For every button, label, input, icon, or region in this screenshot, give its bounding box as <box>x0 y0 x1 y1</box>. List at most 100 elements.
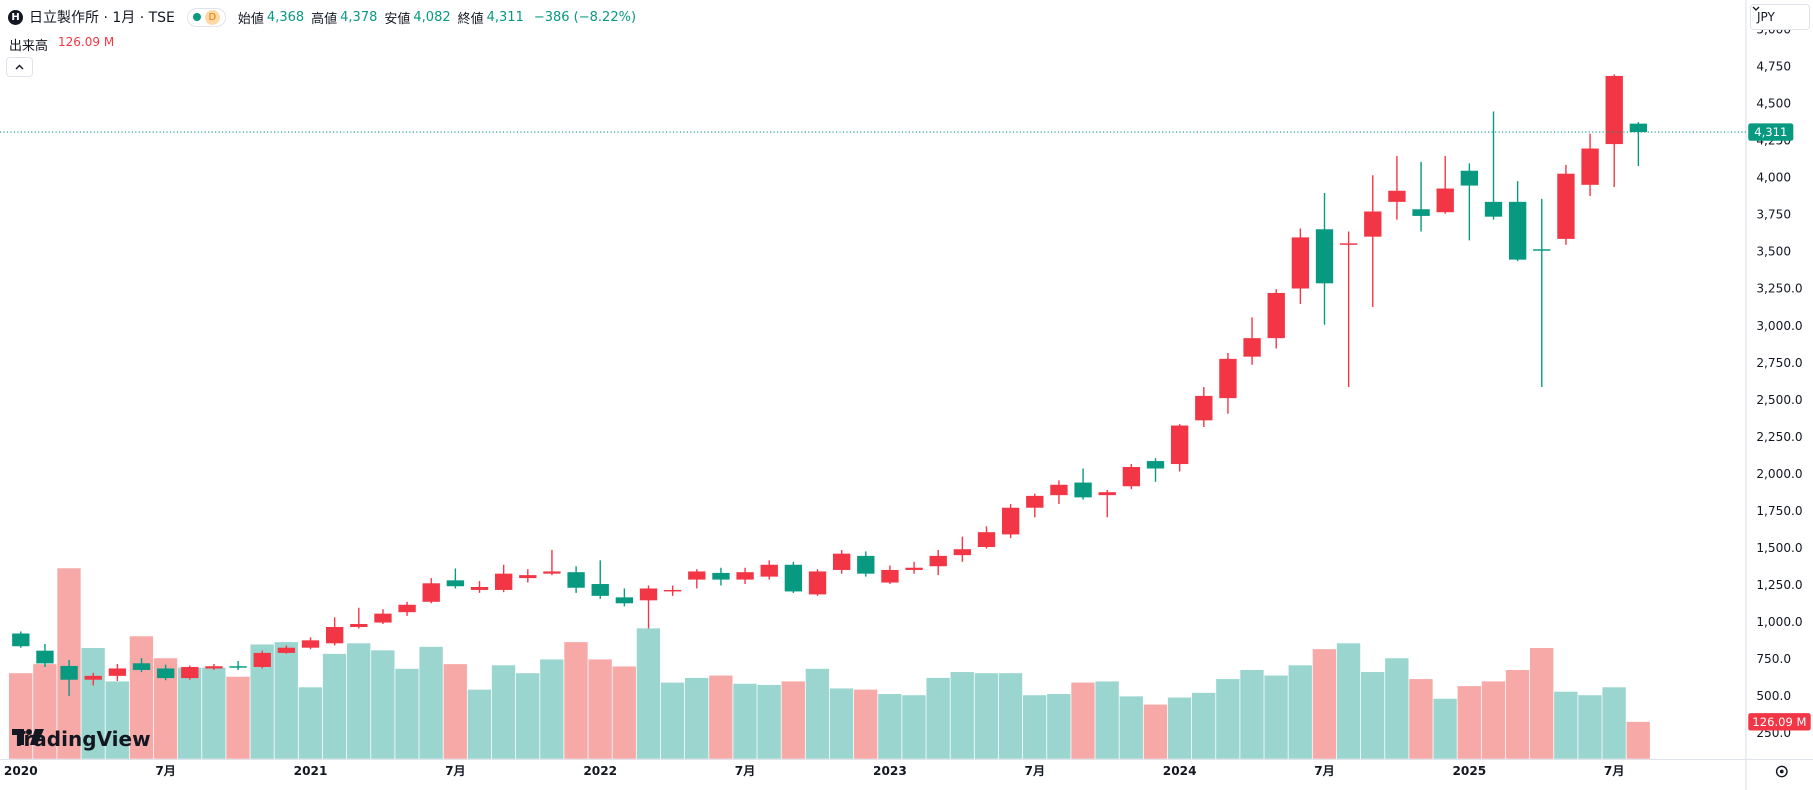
y-tick-label: 4,500 <box>1756 97 1791 111</box>
volume-tag-label: 126.09 M <box>1752 715 1806 729</box>
candle-body <box>905 567 923 570</box>
volume-bar <box>419 646 443 759</box>
candle-body <box>494 573 513 590</box>
volume-bar <box>781 681 805 759</box>
x-tick-label: 7月 <box>1314 764 1335 778</box>
ohlc-label: 終値 <box>457 11 484 27</box>
y-tick-label: 2,750.0 <box>1756 356 1802 370</box>
volume-bar <box>1264 675 1288 759</box>
candle-body <box>1243 338 1261 357</box>
volume-bar <box>1529 647 1554 759</box>
x-tick-label: 2024 <box>1163 764 1197 778</box>
candle-body <box>84 675 102 680</box>
volume-bar <box>1167 697 1192 759</box>
candle-body <box>736 572 754 580</box>
volume-bar <box>926 677 950 759</box>
volume-tag <box>1748 713 1811 731</box>
volume-bar <box>226 676 250 759</box>
volume-bar <box>902 695 926 759</box>
volume-bar <box>733 683 757 759</box>
candle-body <box>1122 467 1141 487</box>
candle-body <box>132 663 151 670</box>
candle-body <box>422 583 440 602</box>
candle-body <box>470 586 489 590</box>
y-tick-label: 1,000.0 <box>1756 615 1802 629</box>
volume-bar <box>250 644 274 759</box>
candle-body <box>350 624 368 627</box>
candle-body <box>60 665 78 680</box>
volume-bar <box>854 689 878 759</box>
candle-body <box>1605 75 1623 145</box>
volume-bar <box>1216 679 1240 759</box>
logo[interactable]: TradingView <box>12 727 151 751</box>
volume-bar <box>153 658 178 759</box>
ohlc-value: 4,368 <box>266 9 305 25</box>
candle-body <box>36 650 54 664</box>
candle-body <box>953 549 972 556</box>
settings-icon[interactable] <box>1775 765 1788 778</box>
candle-body <box>301 640 320 648</box>
volume-bar <box>443 664 467 759</box>
candle-body <box>1050 484 1068 496</box>
volume-bar <box>540 659 564 759</box>
candle-body <box>1557 173 1575 239</box>
candle-body <box>1315 229 1334 284</box>
volume-bar <box>1336 643 1361 759</box>
volume-bar <box>1409 679 1433 759</box>
y-tick-label: 2,250.0 <box>1756 430 1802 444</box>
candle-body <box>857 555 875 574</box>
candle-body <box>760 564 778 577</box>
volume-bar <box>274 642 298 759</box>
ohlc-label: 高値 <box>311 11 338 27</box>
volume-bar <box>1360 672 1385 759</box>
candle-body <box>1484 201 1503 217</box>
volume-bar <box>467 689 492 759</box>
volume-bar <box>1505 669 1530 759</box>
candle-body <box>156 668 175 679</box>
volume-bar <box>322 653 347 759</box>
ohlc-label: 始値 <box>237 11 264 27</box>
volume-bar <box>685 677 709 759</box>
x-tick-label: 7月 <box>735 764 756 778</box>
x-tick-label: 2021 <box>294 764 328 778</box>
candle-body <box>1581 148 1599 185</box>
x-tick-label: 2025 <box>1452 764 1486 778</box>
candle-body <box>929 555 947 567</box>
collapse-button[interactable] <box>6 57 33 77</box>
symbol-title[interactable]: 日立製作所 · 1月 · TSE <box>29 10 175 26</box>
volume-bar <box>1554 691 1578 759</box>
candle-body <box>1170 425 1189 465</box>
symbol-icon: H <box>8 9 23 25</box>
status[interactable]: D <box>186 7 226 27</box>
candle-body <box>1098 492 1116 496</box>
volume-bar <box>81 647 105 759</box>
volume-bar <box>998 673 1023 759</box>
y-tick-label: 2,500.0 <box>1756 393 1802 407</box>
currency-button[interactable]: JPY <box>1750 4 1810 30</box>
candle-body <box>639 588 658 601</box>
candle-body <box>1460 170 1479 186</box>
chevron <box>15 64 24 70</box>
y-tick-label: 5,000 <box>1756 23 1791 37</box>
volume-bar <box>805 668 830 759</box>
candle-body <box>229 666 247 668</box>
volume-bar <box>1481 681 1506 759</box>
volume-bar <box>974 673 999 759</box>
candle-body <box>1026 495 1044 508</box>
candle-body <box>253 652 271 667</box>
volume-bar <box>178 667 202 759</box>
volume-bar <box>1312 649 1337 759</box>
candle-body <box>1364 211 1382 237</box>
volume-bar <box>105 681 129 759</box>
y-tick-label: 4,000 <box>1756 171 1791 185</box>
volume-bar <box>636 628 661 759</box>
volume-bar <box>1626 721 1650 759</box>
y-tick-label: 3,750 <box>1756 208 1791 222</box>
volume-bar <box>878 694 902 759</box>
y-tick-label: 1,750.0 <box>1756 504 1802 518</box>
volume-bar <box>709 675 733 759</box>
volume-bar <box>1095 681 1119 759</box>
y-tick-label: 4,750 <box>1756 60 1791 74</box>
price-tag <box>1748 123 1794 141</box>
y-tick-label: 3,250.0 <box>1756 282 1802 296</box>
